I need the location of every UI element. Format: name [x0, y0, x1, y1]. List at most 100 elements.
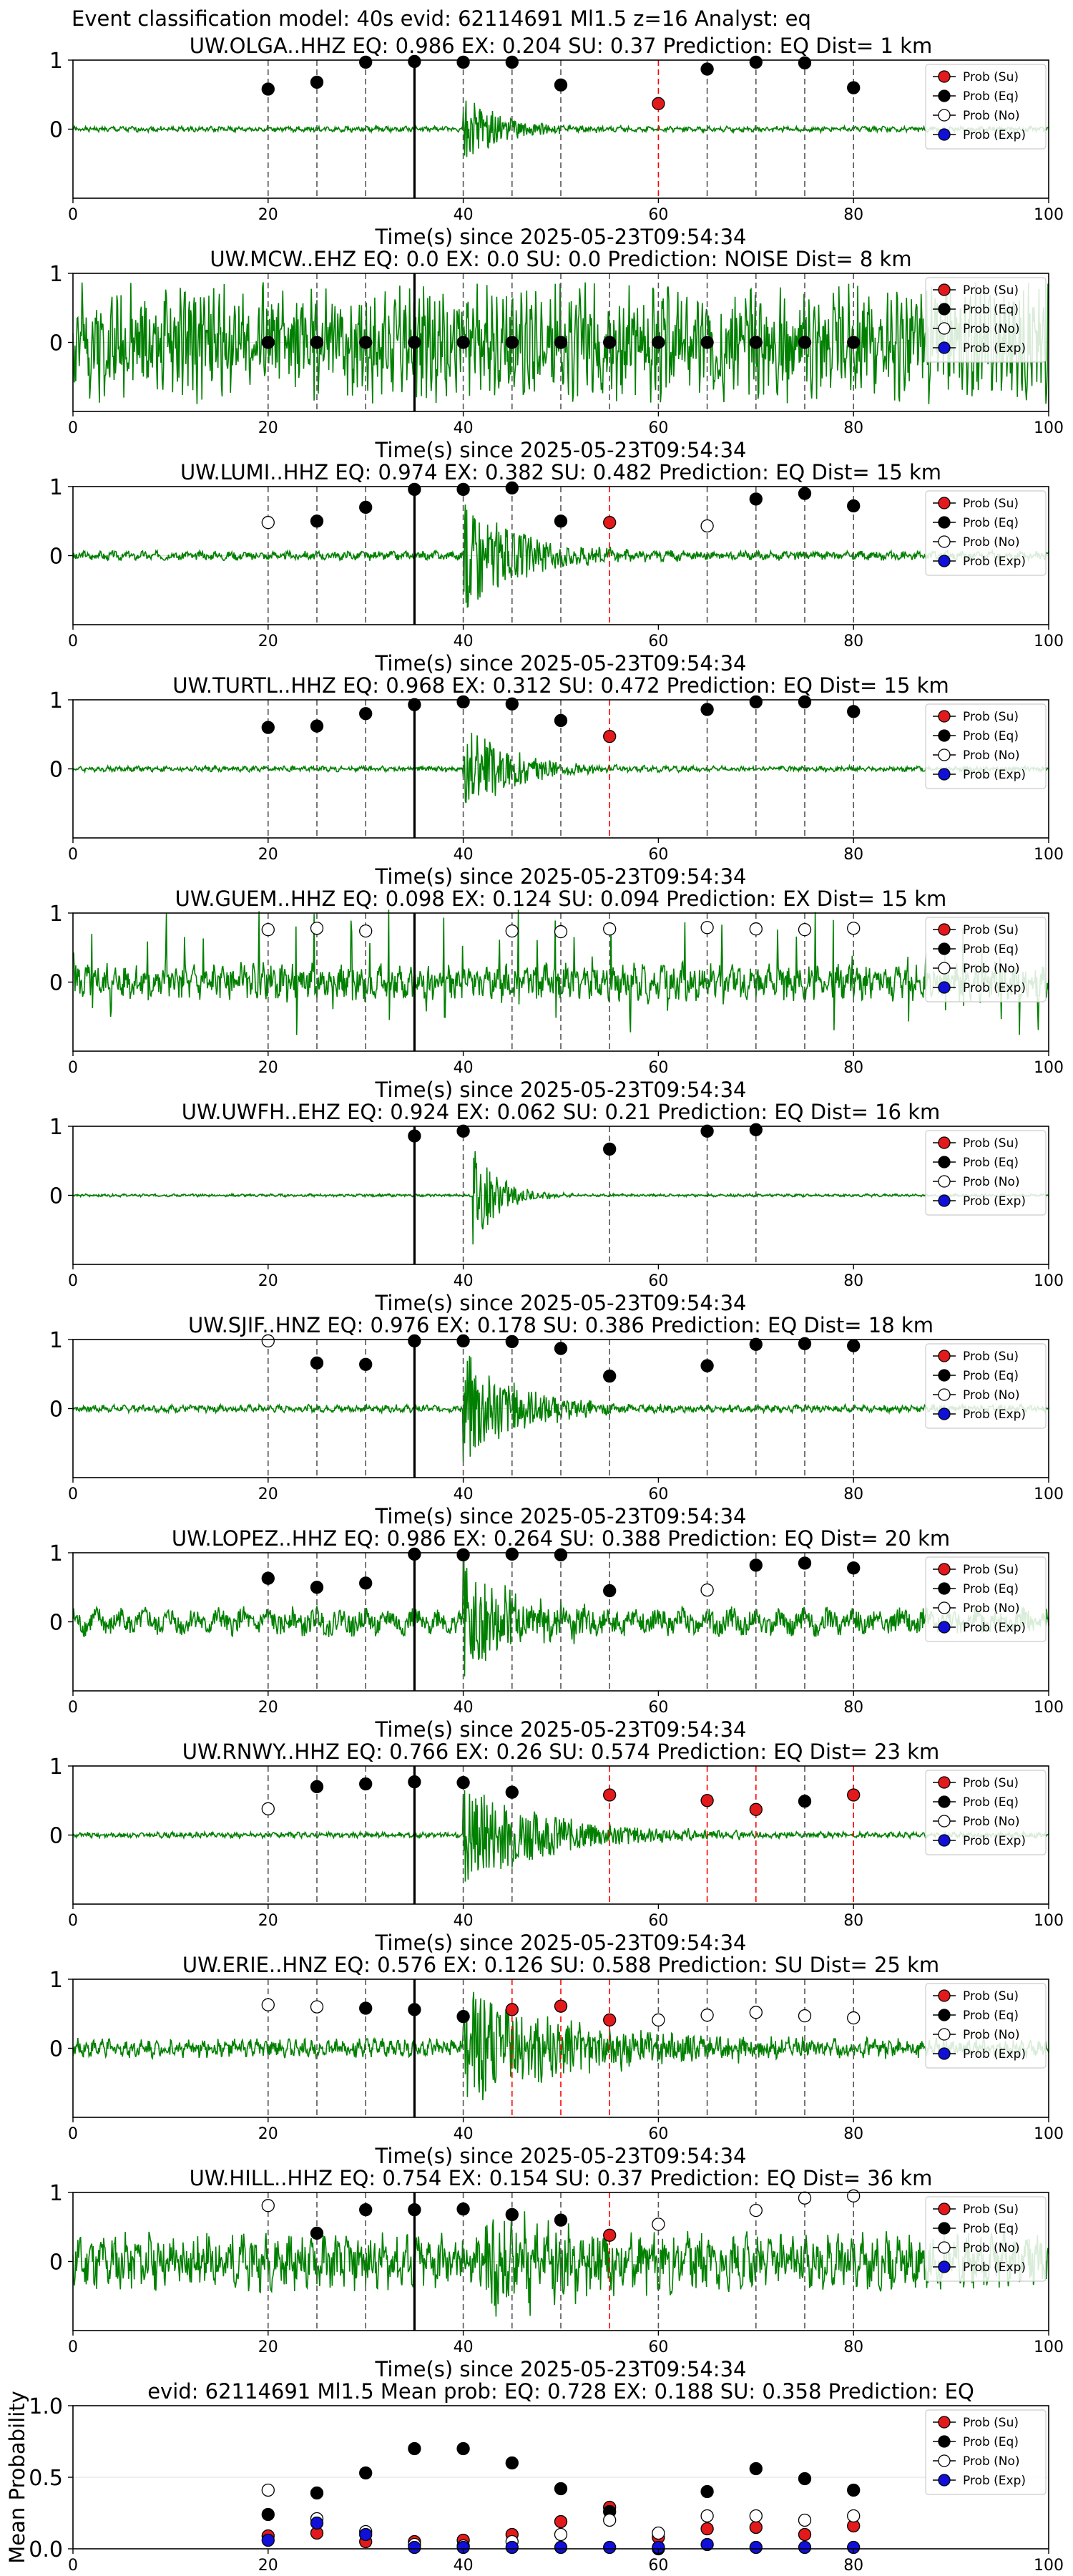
x-tick-label: 20 — [258, 846, 278, 864]
legend-label: Prob (Exp) — [963, 1194, 1026, 1209]
x-axis-label: Time(s) since 2025-05-23T09:54:34 — [375, 2357, 747, 2381]
legend-label: Prob (Eq) — [963, 2009, 1019, 2023]
subplot-9: UW.RNWY..HHZ EQ: 0.766 EX: 0.26 SU: 0.57… — [49, 1740, 1064, 1955]
prob-point-eq — [408, 1547, 421, 1561]
prob-point-eq — [847, 705, 861, 718]
prob-point-eq — [505, 1785, 519, 1799]
legend-label: Prob (Exp) — [963, 2047, 1026, 2062]
mean-point-exp — [505, 2540, 519, 2555]
prob-point-eq — [261, 82, 275, 96]
legend-marker-exp — [938, 1194, 951, 1207]
legend-label: Prob (Exp) — [963, 981, 1026, 995]
x-tick-label: 80 — [843, 1272, 863, 1290]
prob-point-eq — [408, 54, 421, 69]
legend-label: Prob (No) — [963, 1388, 1020, 1402]
legend-label: Prob (Su) — [963, 1563, 1019, 1577]
legend-label: Prob (Su) — [963, 1989, 1019, 2004]
x-tick-label: 100 — [1034, 633, 1064, 650]
prob-point-su — [603, 2228, 617, 2242]
legend-marker-no — [938, 2454, 951, 2467]
prob-point-eq — [456, 482, 470, 497]
legend-box — [925, 1770, 1047, 1855]
x-tick-label: 0 — [68, 1699, 78, 1717]
x-tick-label: 0 — [68, 2125, 78, 2143]
legend-marker-no — [938, 535, 951, 548]
prob-point-no — [798, 2191, 812, 2205]
prob-point-no — [700, 921, 714, 935]
x-axis-label: Time(s) since 2025-05-23T09:54:34 — [375, 438, 747, 462]
legend-marker-exp — [938, 2047, 951, 2060]
subplot-title: UW.MCW..EHZ EQ: 0.0 EX: 0.0 SU: 0.0 Pred… — [210, 247, 911, 271]
x-tick-label: 40 — [454, 2125, 474, 2143]
legend-marker-exp — [938, 981, 951, 994]
x-tick-label: 40 — [454, 846, 474, 864]
y-tick-label: 0 — [49, 1824, 63, 1849]
legend-label: Prob (Su) — [963, 1350, 1019, 1364]
prob-point-no — [847, 2011, 861, 2025]
legend: Prob (Su) Prob (Eq) Prob (No) Prob (Exp) — [925, 490, 1047, 576]
x-tick-label: 100 — [1034, 1912, 1064, 1930]
y-tick-label: 1 — [49, 1755, 63, 1780]
x-tick-label: 60 — [648, 1699, 668, 1717]
x-tick-label: 20 — [258, 1699, 278, 1717]
y-tick-label: 0 — [49, 2037, 63, 2062]
prob-point-su — [603, 1788, 617, 1802]
legend-marker-no — [938, 2241, 951, 2254]
x-tick-label: 80 — [843, 633, 863, 650]
subplot-title: UW.UWFH..EHZ EQ: 0.924 EX: 0.062 SU: 0.2… — [182, 1100, 941, 1124]
legend-label: Prob (Eq) — [963, 2222, 1019, 2236]
legend-label: Prob (No) — [963, 1601, 1020, 1616]
mean-point-su — [798, 2527, 812, 2542]
y-tick-label: 0 — [49, 545, 63, 570]
legend-label: Prob (Su) — [963, 2202, 1019, 2217]
prob-point-eq — [554, 78, 568, 92]
x-tick-label: 40 — [454, 1485, 474, 1503]
x-tick-label: 80 — [843, 1912, 863, 1930]
prob-point-su — [603, 516, 617, 530]
legend-marker-su — [938, 497, 951, 509]
prob-point-eq — [359, 55, 373, 69]
prob-point-no — [749, 2203, 763, 2218]
x-tick-label: 40 — [454, 633, 474, 650]
legend-label: Prob (Exp) — [963, 341, 1026, 356]
legend-box — [925, 2409, 1047, 2495]
legend: Prob (Su) Prob (Eq) Prob (No) Prob (Exp) — [925, 2409, 1047, 2495]
mean-point-su — [749, 2520, 763, 2534]
prob-point-no — [603, 922, 617, 936]
prob-point-eq — [261, 721, 275, 734]
prob-point-eq — [603, 1142, 617, 1156]
x-tick-label: 40 — [454, 1699, 474, 1717]
prob-point-eq — [554, 713, 568, 728]
legend-label: Prob (Eq) — [963, 1795, 1019, 1810]
mean-point-exp — [261, 2533, 275, 2547]
x-tick-label: 20 — [258, 419, 278, 437]
x-tick-label: 80 — [843, 1485, 863, 1503]
mean-point-eq — [798, 2472, 812, 2486]
x-tick-label: 100 — [1034, 1485, 1064, 1503]
subplot-title: UW.HILL..HHZ EQ: 0.754 EX: 0.154 SU: 0.3… — [190, 2166, 933, 2190]
prob-point-eq — [408, 1129, 421, 1143]
legend-marker-su — [938, 2202, 951, 2215]
y-tick-label: 0 — [49, 1397, 63, 1423]
prob-point-no — [652, 2013, 665, 2027]
y-tick-label: 1 — [49, 688, 63, 713]
legend-label: Prob (No) — [963, 1175, 1020, 1189]
legend-label: Prob (Su) — [963, 70, 1019, 84]
legend-box — [925, 1556, 1047, 1642]
subplot-title: UW.GUEM..HHZ EQ: 0.098 EX: 0.124 SU: 0.0… — [175, 887, 947, 911]
x-tick-label: 0 — [68, 1912, 78, 1930]
x-tick-label: 60 — [648, 846, 668, 864]
legend-box — [925, 703, 1047, 789]
legend-marker-su — [938, 70, 951, 83]
prob-point-no — [261, 923, 275, 937]
prob-point-eq — [310, 719, 324, 733]
prob-point-no — [310, 922, 324, 935]
prob-point-eq — [310, 514, 324, 528]
legend-marker-eq — [938, 1582, 951, 1595]
x-tick-label: 100 — [1034, 1699, 1064, 1717]
prob-point-su — [603, 2013, 617, 2027]
prob-point-eq — [798, 56, 812, 70]
prob-point-eq — [408, 336, 421, 349]
x-tick-label: 60 — [648, 419, 668, 437]
x-tick-label: 0 — [68, 206, 78, 224]
